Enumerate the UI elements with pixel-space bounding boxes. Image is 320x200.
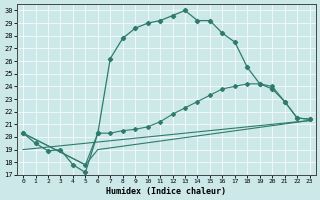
X-axis label: Humidex (Indice chaleur): Humidex (Indice chaleur) [106,187,226,196]
